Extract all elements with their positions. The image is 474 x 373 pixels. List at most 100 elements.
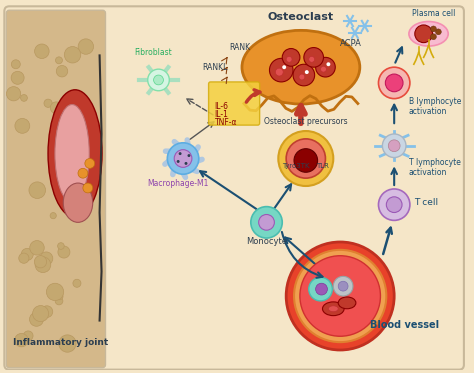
Circle shape bbox=[55, 57, 63, 64]
Circle shape bbox=[251, 207, 282, 238]
Circle shape bbox=[29, 312, 44, 326]
Circle shape bbox=[179, 152, 182, 155]
Text: B lymphocyte
activation: B lymphocyte activation bbox=[409, 97, 461, 116]
Circle shape bbox=[11, 71, 24, 84]
Circle shape bbox=[20, 94, 27, 101]
Text: TLR: TLR bbox=[316, 163, 328, 169]
Circle shape bbox=[184, 162, 188, 165]
Circle shape bbox=[58, 246, 70, 258]
Circle shape bbox=[56, 66, 68, 77]
Circle shape bbox=[327, 62, 330, 66]
Circle shape bbox=[59, 335, 76, 352]
Circle shape bbox=[35, 44, 49, 59]
Circle shape bbox=[305, 70, 309, 74]
Text: Monocyte: Monocyte bbox=[246, 237, 287, 246]
FancyBboxPatch shape bbox=[209, 82, 260, 125]
Circle shape bbox=[294, 149, 318, 172]
FancyBboxPatch shape bbox=[4, 6, 464, 370]
Circle shape bbox=[29, 182, 46, 198]
Text: T cell: T cell bbox=[414, 198, 438, 207]
Circle shape bbox=[58, 243, 64, 249]
Circle shape bbox=[270, 58, 293, 82]
Text: Blood vessel: Blood vessel bbox=[370, 320, 439, 330]
FancyArrowPatch shape bbox=[192, 169, 197, 171]
Circle shape bbox=[49, 161, 56, 167]
Circle shape bbox=[259, 214, 274, 230]
Circle shape bbox=[316, 57, 335, 77]
Circle shape bbox=[21, 248, 33, 260]
Circle shape bbox=[275, 68, 283, 76]
Circle shape bbox=[64, 47, 81, 63]
Text: IL-1: IL-1 bbox=[214, 110, 228, 119]
FancyArrowPatch shape bbox=[187, 140, 188, 145]
Circle shape bbox=[15, 333, 28, 347]
Circle shape bbox=[40, 252, 53, 265]
Text: Osteoclast: Osteoclast bbox=[268, 12, 334, 22]
Circle shape bbox=[333, 276, 353, 296]
FancyArrowPatch shape bbox=[197, 159, 202, 161]
Circle shape bbox=[11, 60, 20, 69]
Circle shape bbox=[383, 134, 406, 157]
Circle shape bbox=[19, 253, 29, 263]
Circle shape bbox=[15, 119, 30, 133]
Circle shape bbox=[282, 48, 300, 66]
Circle shape bbox=[33, 305, 49, 322]
Text: T lymphocyte
activation: T lymphocyte activation bbox=[409, 158, 461, 177]
Circle shape bbox=[177, 160, 180, 163]
Circle shape bbox=[7, 87, 21, 101]
Circle shape bbox=[388, 140, 400, 152]
Circle shape bbox=[50, 102, 62, 114]
Circle shape bbox=[34, 256, 46, 268]
Circle shape bbox=[286, 56, 292, 62]
Ellipse shape bbox=[322, 302, 344, 316]
Circle shape bbox=[56, 293, 63, 300]
FancyArrowPatch shape bbox=[174, 142, 178, 145]
FancyArrowPatch shape bbox=[195, 147, 198, 151]
Ellipse shape bbox=[409, 22, 448, 46]
Circle shape bbox=[415, 25, 432, 43]
Circle shape bbox=[41, 306, 53, 317]
Circle shape bbox=[338, 281, 348, 291]
Circle shape bbox=[430, 26, 437, 32]
Circle shape bbox=[300, 256, 381, 336]
Circle shape bbox=[78, 168, 88, 178]
Circle shape bbox=[148, 69, 169, 91]
Circle shape bbox=[85, 103, 93, 112]
Circle shape bbox=[316, 283, 328, 295]
Circle shape bbox=[73, 279, 81, 287]
Text: TNF-α: TNF-α bbox=[214, 118, 237, 127]
Text: RANKL: RANKL bbox=[203, 63, 228, 72]
Circle shape bbox=[35, 257, 51, 273]
Circle shape bbox=[188, 154, 191, 157]
Ellipse shape bbox=[63, 183, 93, 222]
Circle shape bbox=[386, 197, 402, 213]
Circle shape bbox=[174, 150, 192, 167]
Ellipse shape bbox=[242, 30, 360, 104]
Circle shape bbox=[299, 74, 305, 80]
Circle shape bbox=[278, 131, 333, 186]
Text: Osteoclast precursors: Osteoclast precursors bbox=[264, 117, 347, 126]
Circle shape bbox=[154, 75, 164, 85]
Circle shape bbox=[378, 189, 410, 220]
Circle shape bbox=[320, 66, 327, 72]
Circle shape bbox=[385, 74, 403, 92]
Text: ACPA: ACPA bbox=[340, 38, 362, 48]
Circle shape bbox=[44, 99, 52, 107]
Circle shape bbox=[50, 213, 56, 219]
Text: Tyro3TK: Tyro3TK bbox=[282, 163, 310, 169]
Text: RANK: RANK bbox=[229, 44, 250, 53]
Circle shape bbox=[286, 242, 394, 350]
Text: Plasma cell: Plasma cell bbox=[412, 9, 455, 18]
Ellipse shape bbox=[328, 306, 338, 312]
Ellipse shape bbox=[338, 297, 356, 309]
Ellipse shape bbox=[48, 90, 102, 217]
FancyArrowPatch shape bbox=[183, 173, 185, 177]
Text: IL-6: IL-6 bbox=[214, 103, 228, 112]
Circle shape bbox=[167, 143, 199, 174]
Circle shape bbox=[436, 29, 441, 35]
Circle shape bbox=[55, 297, 63, 305]
Circle shape bbox=[294, 250, 386, 342]
Circle shape bbox=[23, 331, 33, 341]
Ellipse shape bbox=[55, 104, 89, 203]
Circle shape bbox=[286, 139, 326, 178]
